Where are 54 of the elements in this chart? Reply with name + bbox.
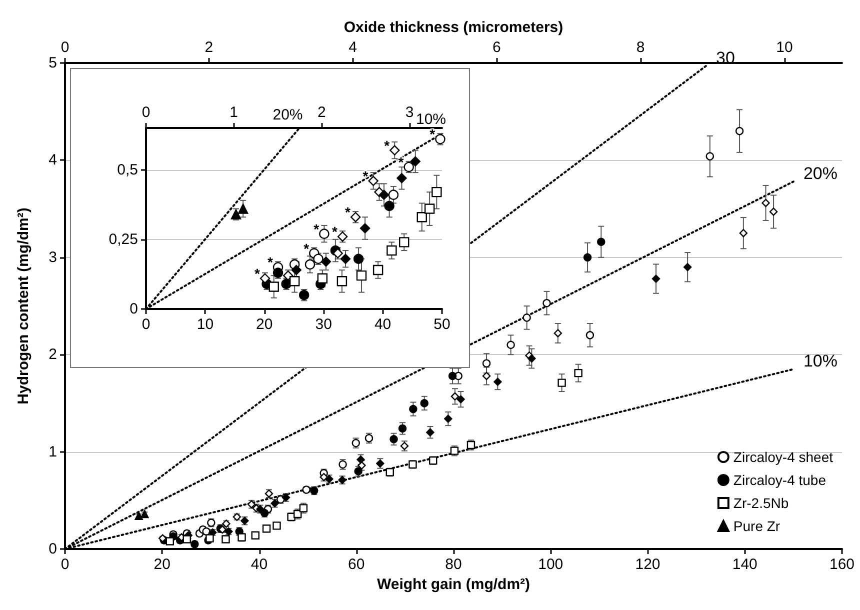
x2-tick-label: 2 [204,39,214,56]
x2-tick-label: 3 [405,104,414,121]
x2-tick-label: 1 [230,104,238,121]
data-label: * [345,204,352,220]
x-tick-label: 30 [315,316,332,333]
data-label: * [314,220,320,237]
x2-tick-label: 4 [348,39,357,56]
y-tick-label: 0,5 [117,161,138,178]
y-axis-title: Hydrogen content (mg/dm²) [15,208,32,404]
x-tick-label: 40 [250,556,268,573]
series-label: 10% [416,111,446,128]
x-tick-label: 40 [374,316,392,333]
legend-label: Zr-2.5Nb [733,495,789,511]
series-label: 10% [803,352,838,371]
x-tick-label: 10 [196,316,214,333]
x2-tick-label: 0 [142,104,150,121]
y-tick-label: 0 [130,300,138,318]
x-tick-label: 0 [60,556,70,573]
x2-tick-label: 10 [776,39,793,56]
y-tick-label: 0 [48,540,57,558]
x2-tick-label: 6 [492,39,501,56]
y-tick-label: 2 [48,346,57,364]
y-tick-label: 4 [48,152,57,169]
series-label: 20% [803,164,838,184]
x-tick-label: 140 [732,556,758,573]
x-tick-label: 100 [538,556,564,573]
legend-label: Zircaloy-4 tube [733,472,826,488]
x2-tick-label: 8 [636,39,645,56]
legend-label: Zircaloy-4 sheet [733,449,834,465]
x-tick-label: 20 [256,316,273,333]
data-label: * [430,126,436,142]
data-label: * [362,168,369,184]
x-tick-label: 160 [829,556,855,573]
series-label: 20% [272,106,303,124]
x-tick-label: 80 [445,556,462,573]
x2-tick-label: 2 [317,104,326,121]
y-tick-label: 3 [48,248,57,266]
x-tick-label: 50 [434,316,450,333]
legend-label: Pure Zr [733,518,780,534]
x-tick-label: 20 [154,556,170,573]
x-tick-label: 60 [348,556,365,573]
data-label: * [254,265,260,282]
y-tick-label: 1 [48,443,57,460]
data-label: * [304,240,310,256]
y-tick-label: 0,25 [108,230,138,248]
data-label: * [384,137,390,154]
x-tick-label: 0 [142,316,150,333]
data-label: * [267,254,274,270]
x-tick-label: 120 [635,556,660,573]
x-axis-title: Weight gain (mg/dm²) [376,576,530,593]
y-tick-label: 5 [48,54,57,72]
data-label: * [332,224,338,240]
x2-axis-title: Oxide thickness (micrometers) [344,19,564,36]
x2-tick-label: 0 [60,39,70,56]
